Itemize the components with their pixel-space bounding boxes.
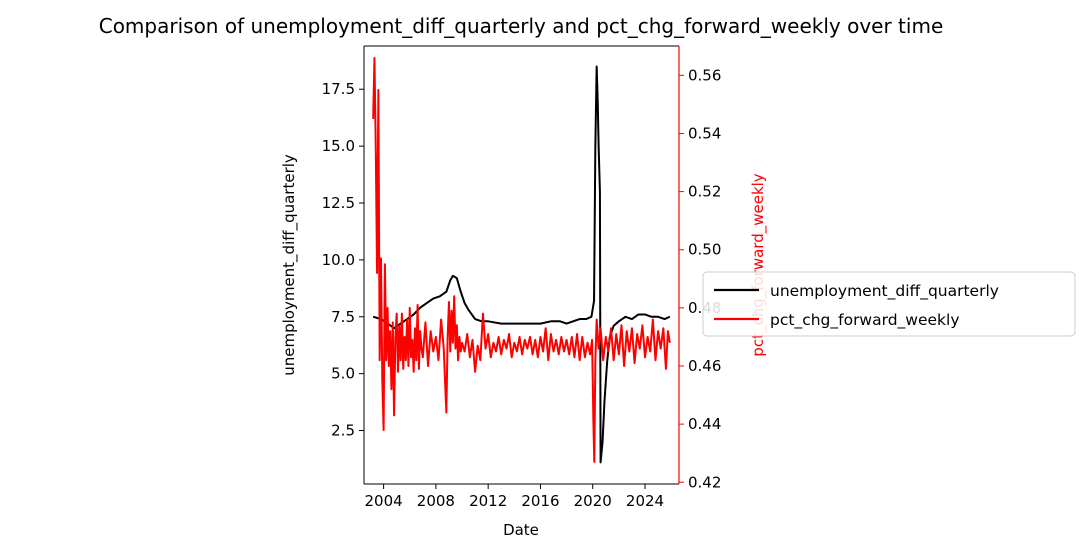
- x-axis: 2004 2008 2012 2016 2020 2024: [365, 484, 664, 510]
- y-axis-left-title: unemployment_diff_quarterly: [280, 154, 299, 376]
- y-right-tick-label: 0.44: [688, 415, 721, 433]
- legend-label-pct-chg: pct_chg_forward_weekly: [770, 311, 960, 330]
- chart-title: Comparison of unemployment_diff_quarterl…: [99, 14, 944, 38]
- series-line-pct-chg: [372, 56, 671, 463]
- legend-frame: [702, 271, 1076, 337]
- x-tick-label: 2024: [626, 492, 664, 510]
- y-left-tick-label: 7.5: [331, 308, 355, 326]
- y-left-tick-label: 12.5: [322, 194, 355, 212]
- y-right-tick-label: 0.56: [688, 66, 721, 84]
- y-right-tick-label: 0.42: [688, 473, 721, 491]
- x-tick-label: 2012: [469, 492, 507, 510]
- series-line-unemployment: [372, 65, 671, 464]
- x-tick-label: 2008: [417, 492, 455, 510]
- y-right-tick-label: 0.54: [688, 124, 721, 142]
- y-left-tick-label: 2.5: [331, 422, 355, 440]
- y-axis-left: 2.5 5.0 7.5 10.0 12.5 15.0 17.5: [322, 80, 364, 440]
- y-left-tick-label: 5.0: [331, 365, 355, 383]
- y-left-tick-label: 10.0: [322, 251, 355, 269]
- y-left-tick-label: 15.0: [322, 137, 355, 155]
- legend-label-unemployment: unemployment_diff_quarterly: [770, 282, 999, 301]
- y-right-tick-label: 0.52: [688, 183, 721, 201]
- y-left-tick-label: 17.5: [322, 80, 355, 98]
- x-tick-label: 2016: [521, 492, 559, 510]
- x-tick-label: 2020: [574, 492, 612, 510]
- y-right-tick-label: 0.46: [688, 357, 721, 375]
- plot-area: [363, 45, 680, 485]
- x-axis-title: Date: [503, 521, 539, 539]
- y-right-tick-label: 0.50: [688, 241, 721, 259]
- x-tick-label: 2004: [365, 492, 403, 510]
- legend: unemployment_diff_quarterly pct_chg_forw…: [702, 271, 1076, 337]
